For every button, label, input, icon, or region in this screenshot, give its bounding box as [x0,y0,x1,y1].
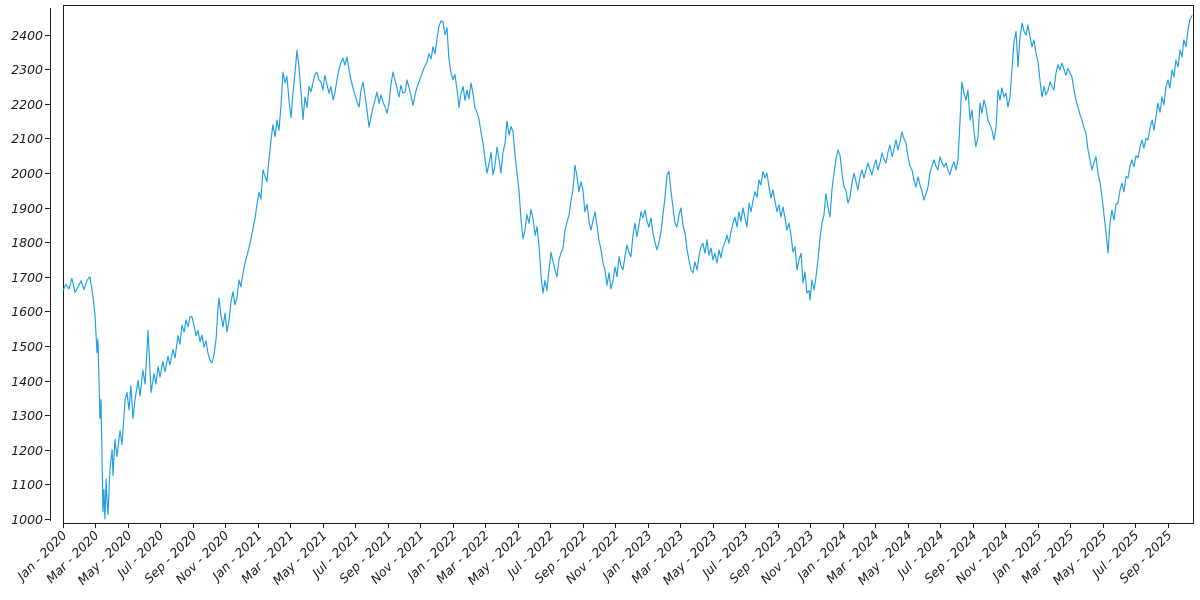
y-tick-label: 2400 [11,28,43,43]
y-tick-label: 2200 [11,97,43,112]
y-tick-label: 1800 [11,235,43,250]
y-tick-label: 2300 [11,62,43,77]
y-tick-label: 1500 [11,339,43,354]
y-tick-label: 1600 [11,304,43,319]
y-tick-label: 1700 [11,270,43,285]
y-tick-label: 2000 [11,166,43,181]
y-tick-label: 1300 [11,408,43,423]
y-tick-label: 2100 [11,131,43,146]
plot-border [63,5,1194,524]
y-tick-label: 1100 [11,477,43,492]
y-tick-label: 1000 [11,512,43,527]
series-line-price [62,15,1193,520]
y-tick-label: 1400 [11,374,43,389]
y-tick-label: 1900 [11,201,43,216]
y-tick-label: 1200 [11,443,43,458]
